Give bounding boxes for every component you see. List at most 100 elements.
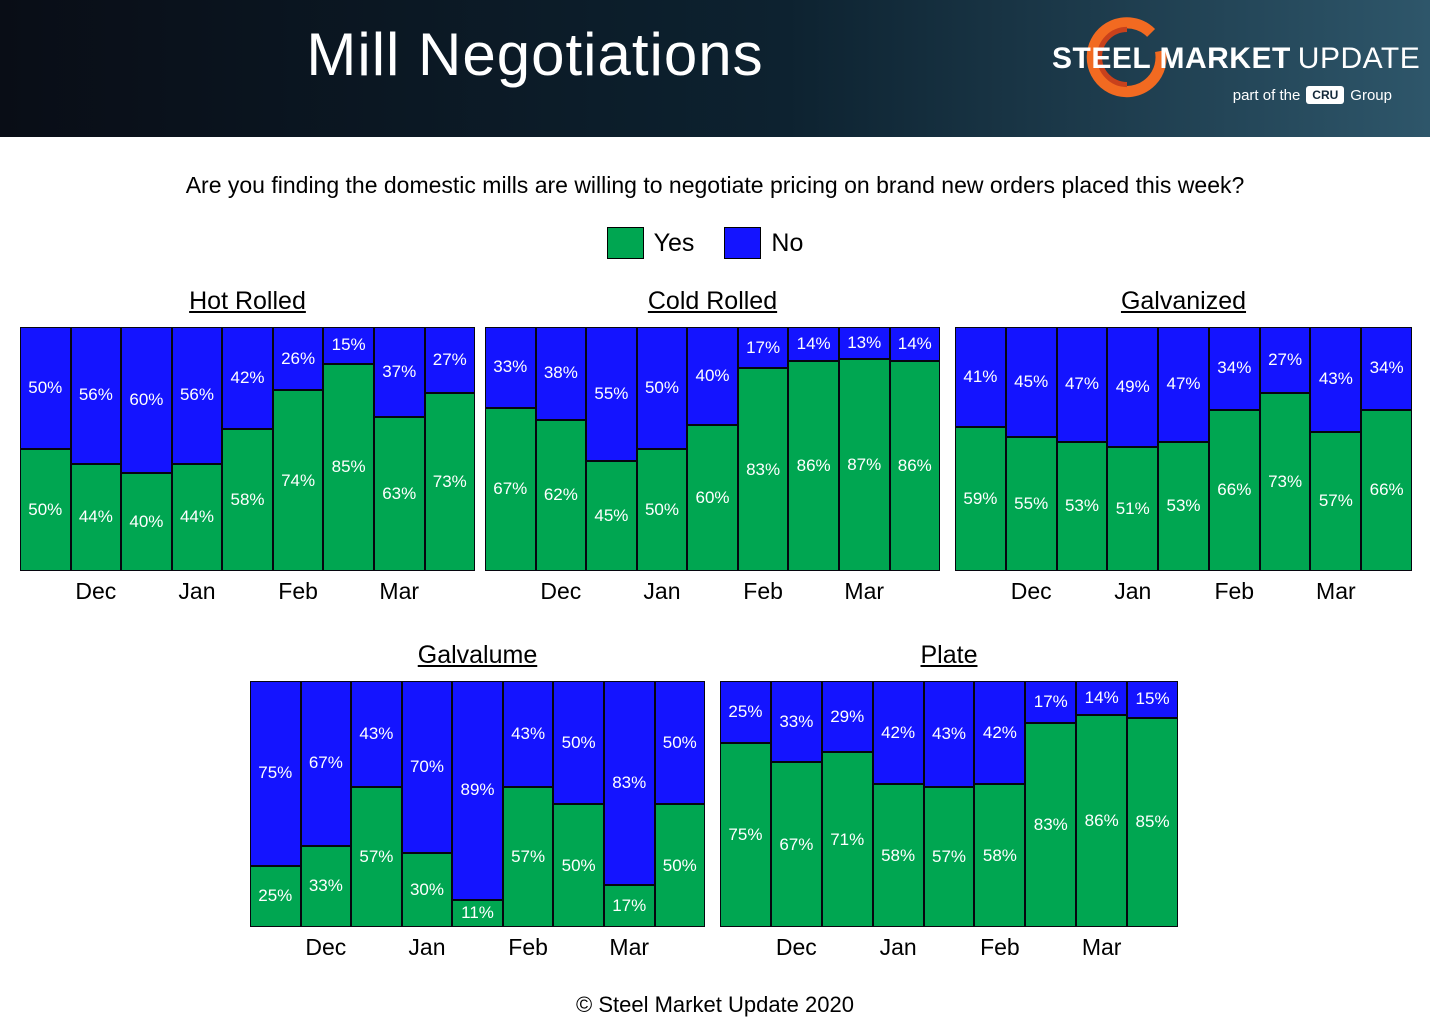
bar-segment-yes: 57%: [923, 786, 975, 927]
bar-segment-no: 47%: [1158, 327, 1209, 442]
bar-segment-no: 55%: [586, 327, 637, 462]
bar-segment-no: 56%: [70, 327, 122, 464]
bar-segment-no: 14%: [1076, 681, 1128, 716]
stacked-bar: 42% 58%: [872, 681, 924, 927]
logo-tagline-prefix: part of the: [1232, 86, 1301, 104]
stacked-bar: 43% 57%: [502, 681, 554, 927]
stacked-bar: 83% 17%: [603, 681, 655, 927]
bar-segment-no: 45%: [1005, 327, 1057, 437]
stacked-bar: 43% 57%: [351, 681, 402, 927]
bar-segment-yes: 85%: [323, 363, 374, 571]
chart-months: Dec Jan Feb Mar: [720, 927, 1178, 967]
bar-segment-yes: 50%: [20, 449, 71, 571]
month-label: Dec: [75, 577, 117, 604]
month-label: Mar: [379, 577, 420, 604]
month-label: Mar: [1316, 577, 1356, 604]
month-label: Dec: [775, 933, 817, 960]
bar-segment-no: 41%: [955, 327, 1006, 428]
bar-segment-yes: 73%: [424, 392, 476, 571]
legend-no-swatch: [724, 227, 762, 259]
bar-segment-no: 17%: [737, 327, 789, 369]
stacked-bar: 50% 50%: [20, 327, 71, 571]
bar-segment-no: 56%: [171, 327, 223, 464]
chart-cold-rolled: Cold Rolled 33% 67% 38% 62% 55% 45% 50% 50% 40% 6…: [485, 287, 941, 611]
cru-badge: CRU: [1306, 86, 1345, 104]
bar-segment-yes: 50%: [654, 804, 706, 927]
stacked-bar: 43% 57%: [923, 681, 975, 927]
bar-segment-no: 17%: [1025, 681, 1077, 723]
chart-plot: 41% 59% 45% 55% 47% 53% 49% 51% 47% 53% 34% 66% 27% 7…: [955, 327, 1413, 571]
bar-segment-no: 50%: [636, 327, 688, 449]
bar-segment-yes: 57%: [502, 786, 554, 927]
bar-segment-no: 83%: [603, 681, 655, 886]
bar-segment-no: 43%: [1310, 327, 1362, 432]
bar-segment-yes: 63%: [373, 417, 425, 571]
bar-segment-yes: 83%: [737, 368, 789, 571]
bar-segment-yes: 44%: [171, 463, 223, 571]
stacked-bar: 50% 50%: [654, 681, 706, 927]
header-banner: Mill Negotiations STEEL MARKET UPDATE par…: [0, 0, 1430, 137]
stacked-bar: 89% 11%: [452, 681, 503, 927]
bar-segment-yes: 51%: [1107, 446, 1159, 571]
chart-galvanized: Galvanized 41% 59% 45% 55% 47% 53% 49% 51% 47% 53…: [955, 287, 1413, 611]
stacked-bar: 37% 63%: [373, 327, 425, 571]
bar-segment-yes: 66%: [1208, 409, 1260, 571]
bar-segment-no: 13%: [838, 327, 890, 359]
month-label: Feb: [980, 933, 1020, 960]
bar-segment-no: 34%: [1208, 327, 1260, 410]
chart-hot-rolled: Hot Rolled 50% 50% 56% 44% 60% 40% 56% 44% 42% 58…: [20, 287, 476, 611]
stacked-bar: 70% 30%: [401, 681, 453, 927]
smu-swoosh-icon: [1086, 17, 1167, 98]
chart-galvalume: Galvalume 75% 25% 67% 33% 43% 57% 70% 30% 89% 11%…: [250, 641, 706, 967]
bar-segment-yes: 59%: [955, 427, 1006, 571]
bar-segment-no: 75%: [250, 681, 301, 866]
bar-segment-no: 14%: [889, 327, 941, 362]
stacked-bar: 34% 66%: [1361, 327, 1413, 571]
bar-segment-no: 50%: [20, 327, 71, 449]
stacked-bar: 17% 83%: [737, 327, 789, 571]
legend-yes-swatch: [606, 227, 644, 259]
stacked-bar: 56% 44%: [70, 327, 122, 571]
bar-segment-no: 50%: [654, 681, 706, 804]
bar-segment-yes: 50%: [553, 804, 604, 927]
stacked-bar: 67% 33%: [300, 681, 352, 927]
bar-segment-no: 33%: [770, 681, 822, 763]
stacked-bar: 50% 50%: [553, 681, 604, 927]
month-label: Jan: [879, 933, 917, 960]
stacked-bar: 34% 66%: [1208, 327, 1260, 571]
stacked-bar: 15% 85%: [1127, 681, 1179, 927]
bar-segment-yes: 73%: [1259, 392, 1311, 571]
bar-segment-no: 43%: [351, 681, 402, 787]
bar-segment-yes: 75%: [720, 742, 771, 927]
bar-segment-no: 38%: [535, 327, 587, 420]
stacked-bar: 27% 73%: [1259, 327, 1311, 571]
bar-segment-yes: 11%: [452, 899, 503, 927]
stacked-bar: 75% 25%: [250, 681, 301, 927]
bar-segment-no: 15%: [1127, 681, 1179, 718]
chart-title: Galvanized: [1120, 287, 1247, 315]
stacked-bar: 50% 50%: [636, 327, 688, 571]
stacked-bar: 15% 85%: [323, 327, 374, 571]
bar-segment-no: 42%: [222, 327, 273, 430]
logo-tagline-suffix: Group: [1350, 86, 1392, 104]
stacked-bar: 14% 86%: [1076, 681, 1128, 927]
bar-segment-no: 50%: [553, 681, 604, 804]
bar-segment-yes: 67%: [485, 407, 536, 571]
bar-segment-no: 42%: [974, 681, 1026, 785]
stacked-bar: 42% 58%: [974, 681, 1026, 927]
bar-segment-yes: 53%: [1056, 441, 1108, 571]
stacked-bar: 26% 74%: [272, 327, 324, 571]
bar-segment-no: 40%: [687, 327, 738, 425]
bar-segment-yes: 55%: [1005, 436, 1057, 571]
bar-segment-no: 34%: [1361, 327, 1413, 410]
chart-title: Hot Rolled: [189, 287, 306, 315]
bar-segment-yes: 58%: [872, 784, 924, 927]
bar-segment-yes: 57%: [1310, 431, 1362, 571]
bar-segment-yes: 71%: [821, 752, 873, 927]
stacked-bar: 47% 53%: [1056, 327, 1108, 571]
month-label: Feb: [508, 933, 548, 960]
chart-title: Galvalume: [417, 641, 538, 669]
legend-no-label: No: [771, 228, 804, 257]
bar-segment-yes: 50%: [636, 449, 688, 571]
chart-months: Dec Jan Feb Mar: [250, 927, 705, 967]
